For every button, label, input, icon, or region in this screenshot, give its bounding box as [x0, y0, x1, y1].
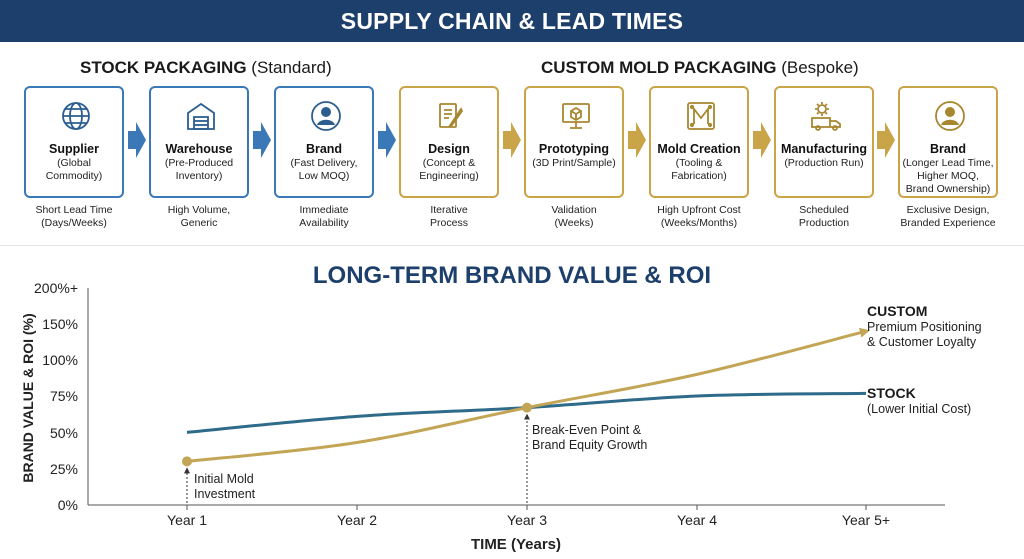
custom-series-label: CUSTOM	[867, 303, 927, 319]
header-title: SUPPLY CHAIN & LEAD TIMES	[340, 8, 684, 34]
flow-arrow-icon	[128, 122, 146, 158]
step-title: Prototyping	[538, 142, 610, 156]
flow-arrow-icon	[253, 122, 271, 158]
initial-investment-point	[182, 456, 192, 467]
step-title: Mold Creation	[657, 142, 741, 156]
step-note: Iterative Process	[430, 204, 468, 229]
step-card-manufacturing: Manufacturing (Production Run)	[774, 86, 874, 198]
step-card-design: Design (Concept & Engineering)	[399, 86, 499, 198]
step-card-mold-creation: Mold Creation (Tooling & Fabrication)	[649, 86, 749, 198]
step-title: Design	[428, 142, 470, 156]
step-card-brand-custom: Brand (Longer Lead Time, Higher MOQ, Bra…	[898, 86, 998, 198]
stock-section-title: STOCK PACKAGING (Standard)	[80, 58, 332, 78]
stock-section-name: STOCK PACKAGING	[80, 58, 247, 77]
y-tick-label: 200%+	[34, 280, 78, 296]
y-tick-label: 25%	[50, 461, 78, 477]
custom-section-title: CUSTOM MOLD PACKAGING (Bespoke)	[541, 58, 859, 78]
flow-arrow-icon	[877, 122, 895, 158]
step-note: Exclusive Design, Branded Experience	[900, 204, 996, 229]
step-title: Manufacturing	[780, 142, 868, 156]
step-title: Brand	[305, 142, 343, 156]
step-card-prototyping: Prototyping (3D Print/Sample)	[524, 86, 624, 198]
step-note: High Volume, Generic	[167, 204, 231, 229]
step-subtitle: (Production Run)	[784, 157, 864, 169]
x-tick-label: Year 1	[167, 512, 207, 528]
section-divider	[0, 245, 1024, 246]
step-title: Supplier	[48, 142, 99, 156]
initial-investment-annotation: Initial Mold Investment	[194, 472, 256, 501]
flow-arrow-icon	[628, 122, 646, 158]
step-title: Warehouse	[165, 142, 233, 156]
step-subtitle: (Pre-Produced Inventory)	[164, 157, 234, 182]
step-note: Short Lead Time (Days/Weeks)	[35, 204, 113, 229]
step-subtitle: (Tooling & Fabrication)	[671, 157, 727, 182]
step-title: Brand	[929, 142, 967, 156]
x-tick-label: Year 4	[677, 512, 717, 528]
step-subtitle: (Fast Delivery, Low MOQ)	[290, 157, 358, 182]
flow-arrow-icon	[753, 122, 771, 158]
step-subtitle: (Global Commodity)	[45, 157, 103, 182]
y-tick-label: 75%	[50, 388, 78, 404]
step-note: Immediate Availability	[299, 204, 349, 229]
gear-truck-icon	[811, 102, 841, 131]
step-subtitle: (Longer Lead Time, Higher MOQ, Brand Own…	[902, 157, 994, 195]
custom-section-qualifier: (Bespoke)	[781, 58, 859, 77]
x-tick-label: Year 3	[507, 512, 547, 528]
chart-title: LONG-TERM BRAND VALUE & ROI	[312, 262, 712, 289]
mold-icon	[687, 102, 715, 130]
step-note: Validation (Weeks)	[551, 204, 597, 229]
break-even-point	[522, 402, 532, 413]
y-tick-label: 50%	[50, 425, 78, 441]
step-subtitle: (Concept & Engineering)	[419, 157, 479, 182]
monitor-cube-icon	[562, 103, 590, 129]
custom-section-name: CUSTOM MOLD PACKAGING	[541, 58, 777, 77]
user-icon	[311, 101, 341, 131]
stock-series-description: (Lower Initial Cost)	[867, 402, 971, 416]
warehouse-icon	[187, 102, 215, 130]
x-axis-title: TIME (Years)	[471, 536, 561, 553]
step-card-warehouse: Warehouse (Pre-Produced Inventory)	[149, 86, 249, 198]
x-tick-label: Year 5+	[842, 512, 890, 528]
step-note: Scheduled Production	[798, 204, 850, 229]
stock-series-label: STOCK	[867, 385, 916, 401]
step-note: High Upfront Cost (Weeks/Months)	[657, 204, 741, 229]
y-tick-label: 150%	[42, 316, 78, 332]
design-pencil-icon	[439, 103, 464, 128]
custom-series-description: Premium Positioning & Customer Loyalty	[867, 320, 982, 349]
step-card-brand-stock: Brand (Fast Delivery, Low MOQ)	[274, 86, 374, 198]
user-icon	[935, 101, 965, 131]
y-tick-label: 0%	[58, 497, 78, 513]
break-even-annotation: Break-Even Point & Brand Equity Growth	[532, 423, 647, 452]
y-tick-label: 100%	[42, 352, 78, 368]
step-card-supplier: Supplier (Global Commodity)	[24, 86, 124, 198]
stock-section-qualifier: (Standard)	[251, 58, 332, 77]
step-subtitle: (3D Print/Sample)	[532, 157, 616, 169]
globe-icon	[62, 102, 90, 130]
y-axis-title: BRAND VALUE & ROI (%)	[20, 313, 36, 482]
flow-arrow-icon	[378, 122, 396, 158]
flow-arrow-icon	[503, 122, 521, 158]
header-banner: SUPPLY CHAIN & LEAD TIMES	[0, 0, 1024, 42]
x-tick-label: Year 2	[337, 512, 377, 528]
